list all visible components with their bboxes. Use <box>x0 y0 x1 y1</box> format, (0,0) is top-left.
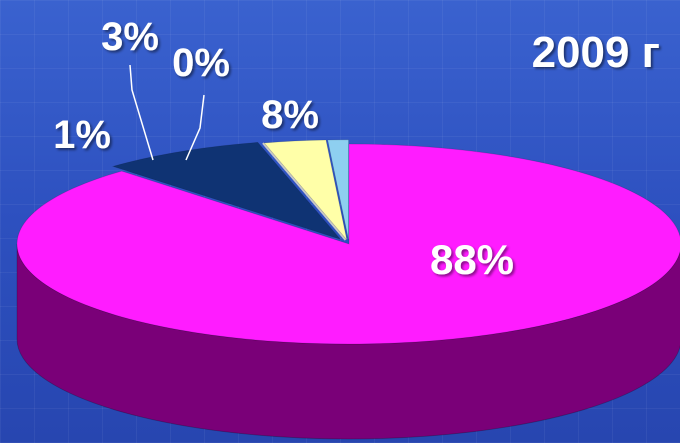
pie-labels: 88% 8% 0% 3% 1% <box>53 15 514 283</box>
data-label-1%: 1% <box>53 113 111 157</box>
pie-top-faces <box>16 139 680 345</box>
leader-line-0% <box>185 94 205 161</box>
data-label-8%: 8% <box>261 93 319 137</box>
pie-slice-88% <box>16 143 680 345</box>
pie-slice-3% <box>263 139 348 241</box>
chart-title: 2009 г <box>531 28 660 77</box>
pie-slice-0% <box>262 142 347 241</box>
data-label-3%: 3% <box>101 15 159 59</box>
data-label-0%: 0% <box>172 41 230 85</box>
leader-line-3% <box>129 64 154 161</box>
data-label-88%: 88% <box>430 236 514 283</box>
pie-slice-8% <box>111 141 342 241</box>
pie-slice-1% <box>327 139 349 240</box>
